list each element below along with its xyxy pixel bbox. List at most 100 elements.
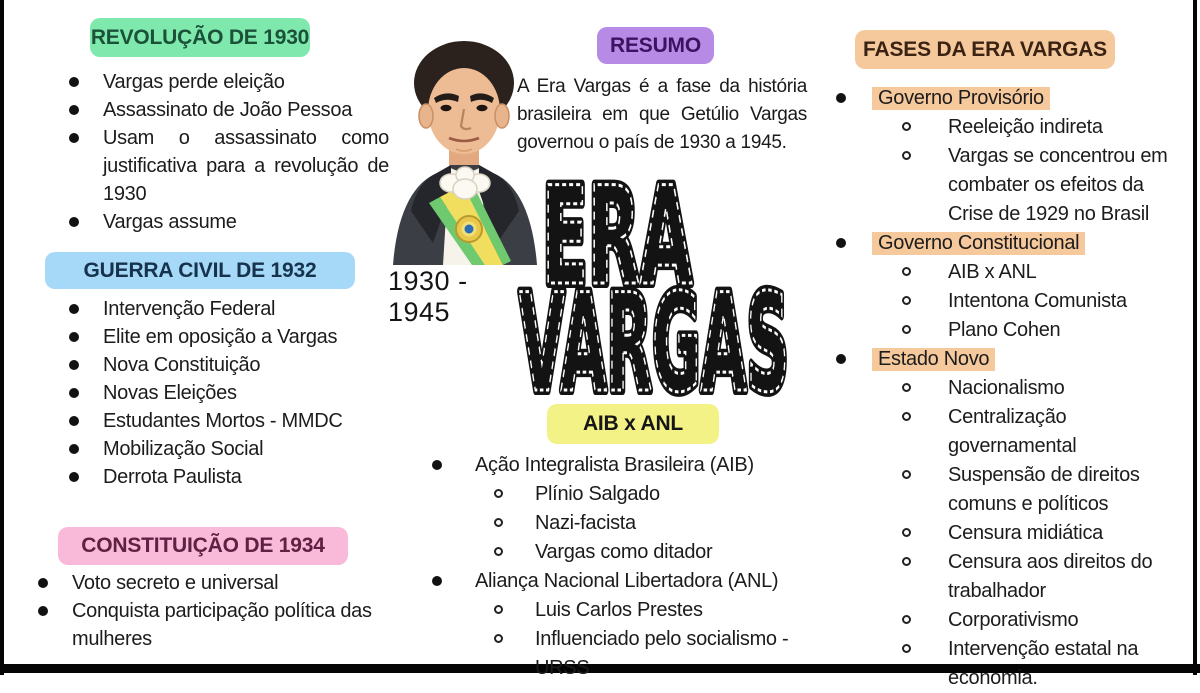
- list-item: Assassinato de João Pessoa: [55, 96, 389, 124]
- portrait-chin-line: [455, 148, 473, 152]
- bullet-circle-icon: [902, 635, 948, 653]
- portrait-eye: [476, 104, 488, 112]
- bullet-dot-icon: [55, 295, 103, 314]
- portrait-nose: [459, 108, 472, 131]
- list-item: Estado Novo: [832, 345, 1192, 374]
- frame-border-bottom: [0, 664, 1200, 673]
- list-item: Derrota Paulista: [55, 463, 389, 491]
- list-item: Elite em oposição a Vargas: [55, 323, 389, 351]
- list-subitem: Intentona Comunista: [902, 287, 1192, 316]
- bullet-dot-icon: [832, 229, 872, 248]
- constituicao-1934-header: CONSTITUIÇÃO DE 1934: [58, 527, 348, 565]
- aib-anl-list: Ação Integralista Brasileira (AIB) Plíni…: [422, 451, 828, 683]
- bullet-circle-icon: [902, 142, 948, 160]
- bullet-dot-icon: [24, 569, 72, 588]
- list-item: Intervenção Federal: [55, 295, 389, 323]
- list-item: Usam o assassinato como justificativa pa…: [55, 124, 389, 208]
- guerra-civil-1932-header: GUERRA CIVIL DE 1932: [45, 252, 355, 289]
- bullet-circle-icon: [484, 538, 535, 556]
- bullet-dot-icon: [55, 124, 103, 143]
- bullet-dot-icon: [55, 435, 103, 454]
- list-item: Governo Provisório: [832, 84, 1192, 113]
- bullet-circle-icon: [902, 374, 948, 392]
- portrait-bow-tie: [439, 166, 491, 200]
- list-item: Vargas assume: [55, 208, 389, 236]
- highlighted-label: Governo Provisório: [872, 87, 1050, 110]
- bullet-circle-icon: [902, 606, 948, 624]
- era-vargas-title: ERA ERA VARGAS VARGAS: [514, 179, 794, 401]
- bullet-dot-icon: [55, 323, 103, 342]
- list-item: Aliança Nacional Libertadora (ANL): [422, 567, 828, 596]
- bullet-circle-icon: [484, 509, 535, 527]
- list-item: Ação Integralista Brasileira (AIB): [422, 451, 828, 480]
- fases-era-vargas-header: FASES DA ERA VARGAS: [855, 30, 1115, 69]
- bullet-dot-icon: [832, 345, 872, 364]
- list-item: Vargas perde eleição: [55, 68, 389, 96]
- list-subitem: Influenciado pelo socialismo - URSS: [484, 625, 828, 683]
- bullet-dot-icon: [422, 451, 475, 470]
- bullet-circle-icon: [484, 625, 535, 643]
- aib-anl-header: AIB x ANL: [547, 404, 719, 444]
- list-subitem: Centralização governamental: [902, 403, 1192, 461]
- frame-border-right: [1193, 0, 1197, 675]
- bullet-dot-icon: [832, 84, 872, 103]
- portrait-eye: [440, 104, 452, 112]
- portrait-ear: [418, 103, 434, 129]
- frame-border-left: [0, 0, 4, 675]
- bullet-circle-icon: [902, 519, 948, 537]
- list-subitem: Plínio Salgado: [484, 480, 828, 509]
- list-subitem: Nazi-facista: [484, 509, 828, 538]
- fases-era-vargas-list: Governo Provisório Reeleição indireta Va…: [832, 84, 1192, 693]
- resumo-paragraph: A Era Vargas é a fase da história brasil…: [517, 76, 807, 153]
- list-subitem: AIB x ANL: [902, 258, 1192, 287]
- bullet-dot-icon: [422, 567, 475, 586]
- list-subitem: Reeleição indireta: [902, 113, 1192, 142]
- bullet-dot-icon: [24, 597, 72, 616]
- bullet-circle-icon: [902, 461, 948, 479]
- revolucao-1930-header: REVOLUÇÃO DE 1930: [90, 18, 310, 57]
- list-item: Voto secreto e universal: [24, 569, 392, 597]
- title-line-2-fill: VARGAS: [519, 265, 789, 401]
- list-subitem: Corporativismo: [902, 606, 1192, 635]
- bullet-dot-icon: [55, 379, 103, 398]
- list-subitem: Censura aos direitos do trabalhador: [902, 548, 1192, 606]
- bullet-circle-icon: [484, 596, 535, 614]
- portrait-sash-green-stripe: [463, 181, 511, 265]
- revolucao-1930-list: Vargas perde eleição Assassinato de João…: [55, 68, 389, 236]
- list-item: Novas Eleições: [55, 379, 389, 407]
- bullet-dot-icon: [55, 463, 103, 482]
- list-item: Governo Constitucional: [832, 229, 1192, 258]
- list-item: Nova Constituição: [55, 351, 389, 379]
- list-item: Conquista participação política das mulh…: [24, 597, 392, 653]
- list-subitem: Plano Cohen: [902, 316, 1192, 345]
- list-item: Mobilização Social: [55, 435, 389, 463]
- timeline-label: 1930 - 1945: [388, 266, 468, 327]
- title-line-1-stitch: ERA: [542, 179, 692, 315]
- bullet-circle-icon: [902, 258, 948, 276]
- highlighted-label: Governo Constitucional: [872, 232, 1086, 255]
- guerra-civil-1932-list: Intervenção Federal Elite em oposição a …: [55, 295, 389, 491]
- bullet-dot-icon: [55, 407, 103, 426]
- title-line-1-fill: ERA: [542, 179, 692, 315]
- vargas-portrait-illustration: [393, 41, 537, 265]
- resumo-header: RESUMO: [597, 27, 714, 64]
- title-line-2-stitch: VARGAS: [519, 265, 789, 401]
- bullet-circle-icon: [902, 316, 948, 334]
- list-subitem: Suspensão de direitos comuns e políticos: [902, 461, 1192, 519]
- list-subitem: Vargas como ditador: [484, 538, 828, 567]
- list-subitem: Intervenção estatal na economia.: [902, 635, 1192, 693]
- list-subitem: Vargas se concentrou em combater os efei…: [902, 142, 1192, 229]
- bullet-circle-icon: [902, 113, 948, 131]
- bullet-dot-icon: [55, 96, 103, 115]
- portrait-eyebrow: [434, 93, 459, 103]
- bullet-circle-icon: [484, 480, 535, 498]
- portrait-mouth: [448, 136, 480, 143]
- portrait-eyebrow: [470, 93, 494, 103]
- bullet-circle-icon: [902, 548, 948, 566]
- constituicao-1934-list: Voto secreto e universal Conquista parti…: [24, 569, 392, 653]
- list-item: Estudantes Mortos - MMDC: [55, 407, 389, 435]
- bullet-dot-icon: [55, 351, 103, 370]
- bullet-circle-icon: [902, 403, 948, 421]
- portrait-sash-emblem-globe: [464, 224, 474, 234]
